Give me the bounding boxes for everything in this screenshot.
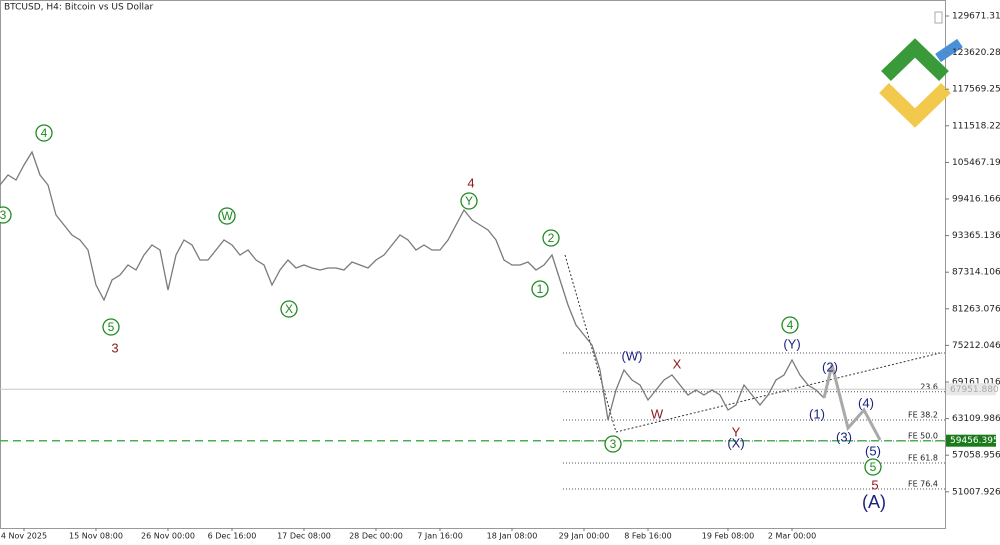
fib-label: FE 38.2 xyxy=(908,410,938,419)
price-line xyxy=(0,150,825,421)
fib-label: 23.6 xyxy=(920,382,938,391)
logo-green xyxy=(881,38,949,82)
wave-circle xyxy=(864,458,882,476)
y-tick-label: 105467.196 xyxy=(952,158,1000,168)
wave-circle xyxy=(460,192,478,210)
wave-circle xyxy=(604,435,622,453)
wave-circle xyxy=(531,280,549,298)
y-tick-label: 129671.316 xyxy=(952,12,1000,22)
wave-label: Y xyxy=(465,194,473,208)
x-tick-label: 17 Dec 08:00 xyxy=(277,532,331,541)
bid-label: 67951.880 xyxy=(950,385,999,395)
wave-label: 4 xyxy=(467,175,474,190)
x-tick-label: 29 Jan 00:00 xyxy=(559,532,610,541)
bid-tag xyxy=(946,383,996,396)
fib-label: FE 61.8 xyxy=(908,454,938,463)
y-tick-label: 117569.256 xyxy=(952,85,1000,95)
wave-circle xyxy=(218,207,236,225)
x-tick-label: 15 Nov 08:00 xyxy=(69,532,123,541)
y-tick-label: 123620.286 xyxy=(952,48,1000,58)
wave-label: 3 xyxy=(111,340,118,355)
y-tick-label: 51007.926 xyxy=(952,487,1000,497)
y-tick-label: 63109.986 xyxy=(952,414,1000,424)
wave-label: (3) xyxy=(836,429,852,444)
x-tick-label: 28 Dec 00:00 xyxy=(349,532,403,541)
wave-label: 3 xyxy=(610,437,617,451)
y-tick-label: 111518.226 xyxy=(952,121,1000,131)
y-tick-label: 87314.106 xyxy=(952,268,1000,278)
wave-circle xyxy=(102,318,120,336)
y-tick-label: 69161.016 xyxy=(952,377,1000,387)
y-tick-label: 99416.166 xyxy=(952,194,1000,204)
wave-label: (W) xyxy=(622,348,643,363)
y-tick-label: 57058.956 xyxy=(952,451,1000,461)
x-tick-label: 4 Nov 2025 xyxy=(1,532,47,541)
x-tick-label: 2 Mar 00:00 xyxy=(768,532,816,541)
wave-label: 5 xyxy=(870,460,877,474)
wave-label: X xyxy=(673,356,682,371)
wave-label: Y xyxy=(732,424,741,439)
wave-label: 4 xyxy=(787,318,794,332)
wave-circle xyxy=(542,229,560,247)
wave-circle xyxy=(35,124,53,142)
wave-label: 5 xyxy=(871,477,878,492)
wave-label: W xyxy=(221,209,233,223)
wave-label: (X) xyxy=(727,435,744,450)
x-tick-label: 7 Jan 16:00 xyxy=(417,532,463,541)
chart-title: BTCUSD, H4: Bitcoin vs US Dollar xyxy=(4,3,153,13)
wave-label: 1 xyxy=(537,282,544,296)
fib-label: FE 50.0 xyxy=(908,431,938,440)
wave-label: 5 xyxy=(108,320,115,334)
wave-label: (A) xyxy=(862,492,886,512)
wave-label: (1) xyxy=(809,406,825,421)
logo-blue xyxy=(935,38,963,63)
trend-line xyxy=(615,352,941,433)
current-price-tag xyxy=(946,434,996,447)
scroll-icon xyxy=(934,11,943,24)
projection-line xyxy=(822,364,882,441)
x-tick-label: 6 Dec 16:00 xyxy=(208,532,257,541)
logo xyxy=(879,38,963,128)
wave-label: (4) xyxy=(858,395,874,410)
wave-label: (2) xyxy=(822,359,838,374)
x-tick-label: 19 Feb 08:00 xyxy=(702,532,754,541)
fib-label: FE 76.4 xyxy=(908,479,938,488)
wave-circle xyxy=(280,300,298,318)
logo-yellow xyxy=(879,82,951,128)
wave-label: W xyxy=(651,406,664,421)
wave-label: 4 xyxy=(41,126,48,140)
y-tick-label: 81263.076 xyxy=(952,304,1000,314)
wave-label: X xyxy=(285,302,293,316)
wave-circle xyxy=(781,316,799,334)
x-tick-label: 18 Jan 08:00 xyxy=(487,532,538,541)
y-tick-label: 75212.046 xyxy=(952,341,1000,351)
plot-frame xyxy=(0,0,946,529)
wave-label: (5) xyxy=(865,443,881,458)
x-tick-label: 8 Feb 16:00 xyxy=(624,532,671,541)
y-tick-label: 93365.136 xyxy=(952,231,1000,241)
wave-label: 2 xyxy=(548,231,555,245)
x-tick-label: 26 Nov 00:00 xyxy=(141,532,195,541)
wave-label: (Y) xyxy=(783,336,800,351)
wave-label: 3 xyxy=(0,208,7,222)
current-price-label: 59456.395 xyxy=(950,436,999,446)
wave-circle xyxy=(0,206,12,224)
